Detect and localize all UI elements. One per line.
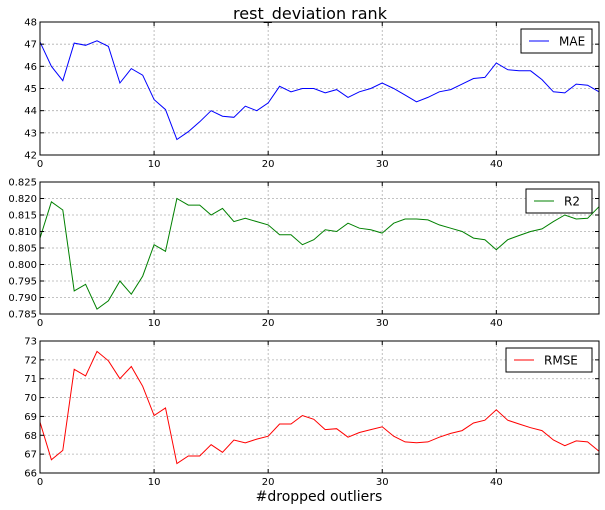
x-tick-label: 40	[490, 477, 503, 488]
x-tick-label: 30	[376, 318, 389, 329]
y-tick-label: 47	[24, 40, 37, 51]
y-tick-label: 69	[24, 412, 37, 423]
plot-frame	[39, 340, 600, 474]
y-tick-label: 72	[24, 355, 37, 366]
legend-box	[525, 188, 593, 214]
chart-title: rest_deviation rank	[233, 4, 388, 24]
y-tick-label: 71	[24, 374, 37, 385]
y-tick-label: 0.800	[8, 260, 37, 271]
chart-panels: 0 10 20 30 40 42 43 44 45 46 47 48 MAE 0 10 20 30 40 0.785…	[8, 18, 600, 488]
legend-label: R2	[564, 195, 580, 209]
y-tick-label: 70	[24, 393, 37, 404]
y-tick-label: 68	[24, 431, 37, 442]
y-tick-label: 46	[24, 62, 37, 73]
panel-3: 0 10 20 30 40 66 67 68 69 70 71 72 73 RMSE	[24, 337, 600, 488]
x-tick-label: 0	[37, 477, 43, 488]
series-line-r2	[39, 197, 600, 310]
x-tick-label: 20	[262, 477, 275, 488]
legend: MAE	[520, 28, 593, 54]
y-tick-label: 0.805	[8, 244, 37, 255]
y-tick-label: 45	[24, 84, 37, 95]
x-tick-label: 10	[148, 477, 161, 488]
panel-2: 0 10 20 30 40 0.785 0.790 0.795 0.800 0.805 0.810 0…	[8, 178, 600, 329]
y-tick-label: 0.795	[8, 277, 37, 288]
y-tick-label: 44	[24, 106, 37, 117]
x-tick-label: 0	[37, 318, 43, 329]
x-axis-label: #dropped outliers	[256, 489, 383, 505]
series-line-mae	[39, 40, 600, 141]
y-tick-label: 0.810	[8, 227, 37, 238]
x-tick-label: 10	[148, 318, 161, 329]
x-tick-label: 40	[490, 318, 503, 329]
series-line-rmse	[39, 350, 600, 465]
x-tick-label: 0	[37, 159, 43, 170]
legend-label: MAE	[559, 35, 585, 49]
y-tick-label: 0.790	[8, 293, 37, 304]
x-tick-label: 20	[262, 159, 275, 170]
legend: RMSE	[505, 347, 593, 373]
x-tick-label: 30	[376, 159, 389, 170]
x-tick-label: 10	[148, 159, 161, 170]
y-tick-label: 42	[24, 151, 37, 162]
legend-label: RMSE	[544, 354, 578, 368]
y-tick-label: 0.785	[8, 310, 37, 321]
legend: R2	[525, 188, 593, 214]
y-tick-label: 0.815	[8, 211, 37, 222]
y-tick-label: 67	[24, 450, 37, 461]
y-tick-label: 0.820	[8, 194, 37, 205]
y-tick-label: 43	[24, 128, 37, 139]
panel-1: 0 10 20 30 40 42 43 44 45 46 47 48 MAE	[24, 18, 600, 170]
y-tick-label: 0.825	[8, 178, 37, 189]
x-tick-label: 40	[490, 159, 503, 170]
x-tick-label: 30	[376, 477, 389, 488]
y-tick-label: 66	[24, 469, 37, 480]
x-tick-label: 20	[262, 318, 275, 329]
y-tick-label: 48	[24, 18, 37, 29]
y-tick-label: 73	[24, 337, 37, 348]
